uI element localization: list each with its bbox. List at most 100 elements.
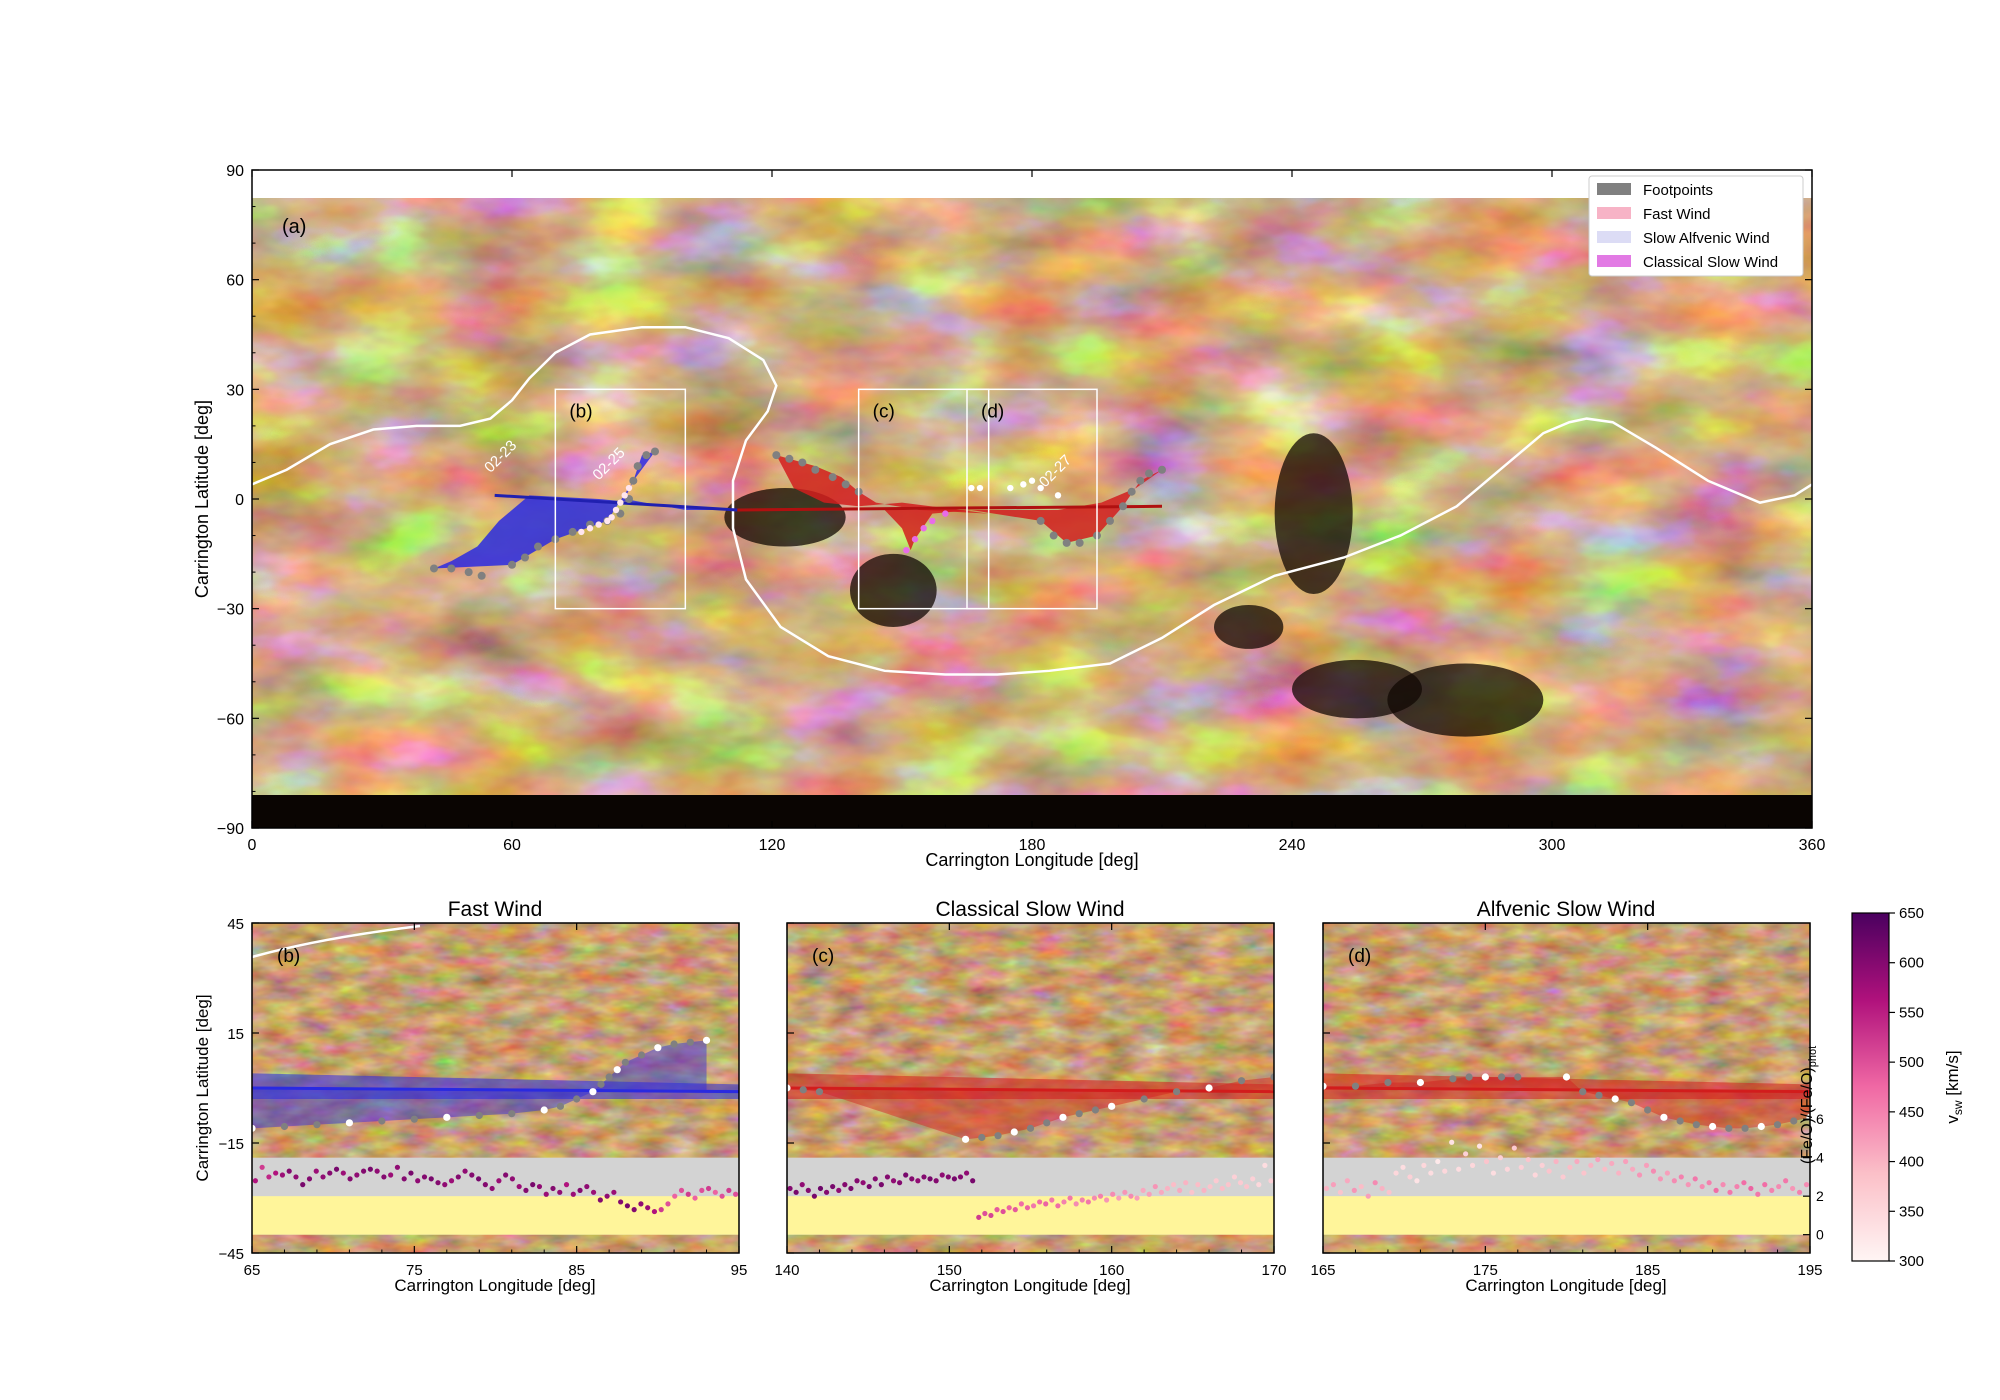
footpoint (1790, 1117, 1798, 1125)
y-tick-label: 45 (227, 916, 244, 933)
footpoint (430, 564, 438, 573)
fe-o-point (455, 1174, 461, 1180)
fe-o-point (1588, 1162, 1594, 1168)
footpoint (651, 447, 659, 456)
footpoint (1611, 1095, 1619, 1103)
fe-o-point (1581, 1170, 1587, 1176)
fe-o-point (347, 1176, 353, 1182)
fe-o-point (509, 1176, 516, 1182)
fe-o-point (872, 1176, 878, 1182)
fe-o-point (401, 1176, 407, 1182)
fe-o-point (1006, 1205, 1012, 1211)
fe-o-point (259, 1164, 265, 1170)
fe-o-point (1476, 1143, 1483, 1149)
legend-entry-slow-alfvenic: Slow Alfvenic Wind (1643, 230, 1770, 247)
fe-o-point (448, 1178, 455, 1184)
fe-o-point (503, 1172, 509, 1178)
fe-o-point (361, 1168, 367, 1174)
fe-o-point (1358, 1183, 1364, 1190)
panel-a-label: (a) (282, 216, 306, 238)
footpoint (613, 1066, 621, 1074)
footpoint (1757, 1122, 1765, 1131)
fe-o-point (1609, 1160, 1615, 1167)
fe-o-point (543, 1191, 549, 1197)
fe-o-point (1030, 1203, 1037, 1209)
footpoint (1323, 1082, 1327, 1090)
fe-o-point (604, 1193, 610, 1199)
vsw-colorbar: 650 600 550 500 450 400 350 300 vsw [km/s] (1851, 905, 1965, 1270)
fe-o-point (1671, 1178, 1677, 1184)
fe-o-point (442, 1182, 448, 1188)
fe-o-point (273, 1170, 279, 1176)
footpoint (378, 1117, 386, 1125)
fe-o-point (1790, 1185, 1796, 1192)
x-tick-label: 170 (1261, 1262, 1286, 1279)
coronal-hole (1292, 659, 1422, 719)
colorbar-gradient (1851, 912, 1890, 1262)
footpoint (508, 560, 516, 569)
fe-o-point (1720, 1182, 1726, 1188)
fe-o-point (1085, 1199, 1091, 1205)
fe-o-point (624, 1203, 630, 1209)
fe-o-point (1134, 1195, 1140, 1201)
legend-swatch-slow-alfvenic (1597, 231, 1631, 243)
footpoint (540, 1106, 548, 1114)
fe-o-point (957, 1174, 964, 1180)
photospheric-band (787, 1196, 1274, 1235)
fe-o-point (1553, 1158, 1559, 1165)
fe-o-point (638, 1201, 644, 1207)
footpoint (787, 1084, 791, 1092)
fast-wind-region (434, 451, 738, 569)
fast-trace-line (494, 493, 738, 512)
fe-o-point (340, 1170, 346, 1176)
fe-o-point (1525, 1156, 1531, 1163)
footpoint (1465, 1073, 1473, 1081)
footpoint (521, 553, 529, 562)
fe-o-point (1146, 1191, 1152, 1197)
legend-swatch-footpoints (1597, 183, 1631, 195)
fe-o-point (584, 1183, 590, 1190)
footpoint (1075, 1110, 1083, 1118)
footpoint-slow-marker (942, 510, 949, 517)
footpoint (1709, 1122, 1717, 1131)
fe-o-point (1012, 1207, 1018, 1213)
footpoint-fast-marker (621, 492, 628, 499)
fe-o-point (1164, 1185, 1171, 1192)
footpoint (994, 1132, 1002, 1140)
legend-swatch-fast (1597, 207, 1631, 219)
fe-o-point (381, 1174, 387, 1180)
fe-o-point (1207, 1183, 1213, 1190)
footpoint (1351, 1082, 1360, 1090)
fe-o-point (645, 1205, 651, 1211)
panel-d-frame (1322, 922, 1811, 1254)
fe-o-point (1231, 1174, 1238, 1180)
wind-trace-line (1323, 1086, 1810, 1094)
panel-b-label: (b) (277, 946, 300, 967)
panel-d-title: Alfvenic Slow Wind (1477, 898, 1656, 921)
footpoint (815, 1088, 824, 1096)
fe-o-point (1706, 1180, 1712, 1186)
fe-o-point (1595, 1156, 1601, 1163)
fe-o-point (1650, 1168, 1657, 1174)
fe-o-point (1692, 1176, 1698, 1182)
wind-band (252, 1073, 739, 1099)
fe-o-point (1657, 1176, 1664, 1182)
fe-o-point (1073, 1201, 1079, 1207)
footpoint (828, 473, 837, 482)
fe-o-point (300, 1182, 306, 1188)
neutral-line (252, 325, 1812, 676)
x-tick-label: 75 (406, 1262, 423, 1279)
footpoint-fast-marker (586, 525, 594, 532)
fe-o-point (266, 1174, 272, 1180)
fe-o-point (462, 1168, 468, 1174)
colorbar-tick-label: 400 (1899, 1154, 1924, 1171)
x-tick-label: 65 (244, 1262, 261, 1279)
fe-o-point (1734, 1183, 1740, 1190)
fe-o-point (1103, 1197, 1110, 1203)
fe-o-point (1636, 1172, 1643, 1178)
fe-o-point (1407, 1174, 1413, 1180)
colorbar-tick-label: 300 (1899, 1253, 1924, 1270)
panel-c-title: Classical Slow Wind (935, 898, 1124, 921)
fe-o-point (530, 1182, 536, 1188)
x-tick-label: 185 (1635, 1262, 1660, 1279)
